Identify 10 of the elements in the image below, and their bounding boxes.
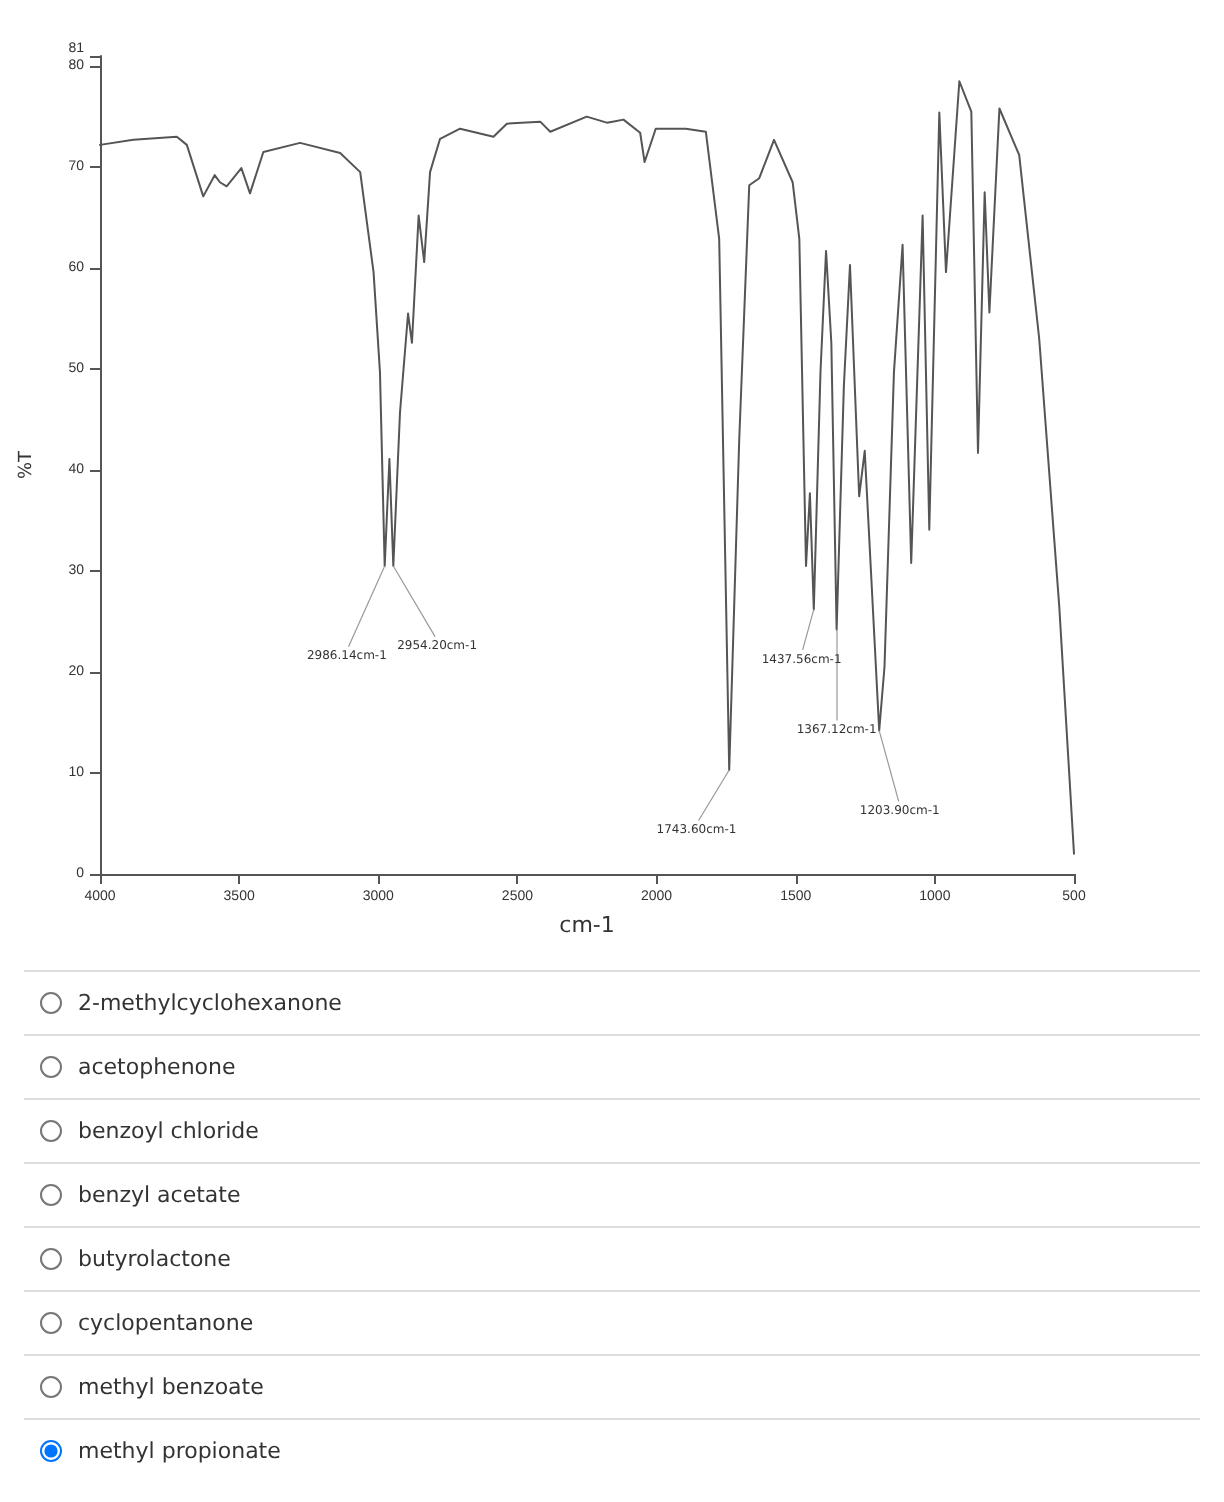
text: benzoyl chloride [78, 1118, 259, 1144]
text: benzyl acetate [78, 1182, 241, 1208]
text: acetophenone [78, 1054, 236, 1080]
text: methyl benzoate [78, 1374, 264, 1400]
text: methyl propionate [78, 1438, 281, 1464]
x-axis-title: cm-1 [559, 912, 615, 938]
text: 2-methylcyclohexanone [78, 990, 342, 1016]
text: butyrolactone [78, 1246, 231, 1272]
y-axis-title: %T [17, 449, 37, 480]
text: cyclopentanone [78, 1310, 254, 1336]
